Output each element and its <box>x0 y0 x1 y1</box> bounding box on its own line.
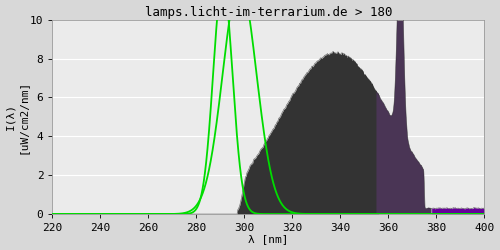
Title: lamps.licht-im-terrarium.de > 180: lamps.licht-im-terrarium.de > 180 <box>144 6 392 18</box>
Y-axis label: I(λ)
[uW/cm2/nm]: I(λ) [uW/cm2/nm] <box>6 80 27 154</box>
X-axis label: λ [nm]: λ [nm] <box>248 234 288 244</box>
